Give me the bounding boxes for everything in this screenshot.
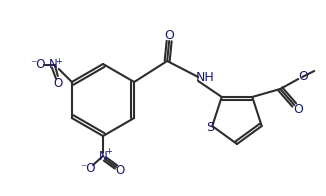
Text: ⁻O: ⁻O — [30, 58, 46, 72]
Text: O: O — [298, 71, 308, 83]
Text: O: O — [293, 103, 303, 116]
Text: O: O — [115, 163, 125, 177]
Text: NH: NH — [196, 71, 215, 83]
Text: O: O — [53, 76, 63, 90]
Text: N: N — [99, 151, 107, 163]
Text: O: O — [164, 28, 174, 42]
Text: ⁻O: ⁻O — [80, 162, 96, 175]
Text: S: S — [206, 121, 214, 133]
Text: N: N — [49, 57, 57, 71]
Text: +: + — [55, 56, 62, 65]
Text: +: + — [106, 148, 112, 156]
